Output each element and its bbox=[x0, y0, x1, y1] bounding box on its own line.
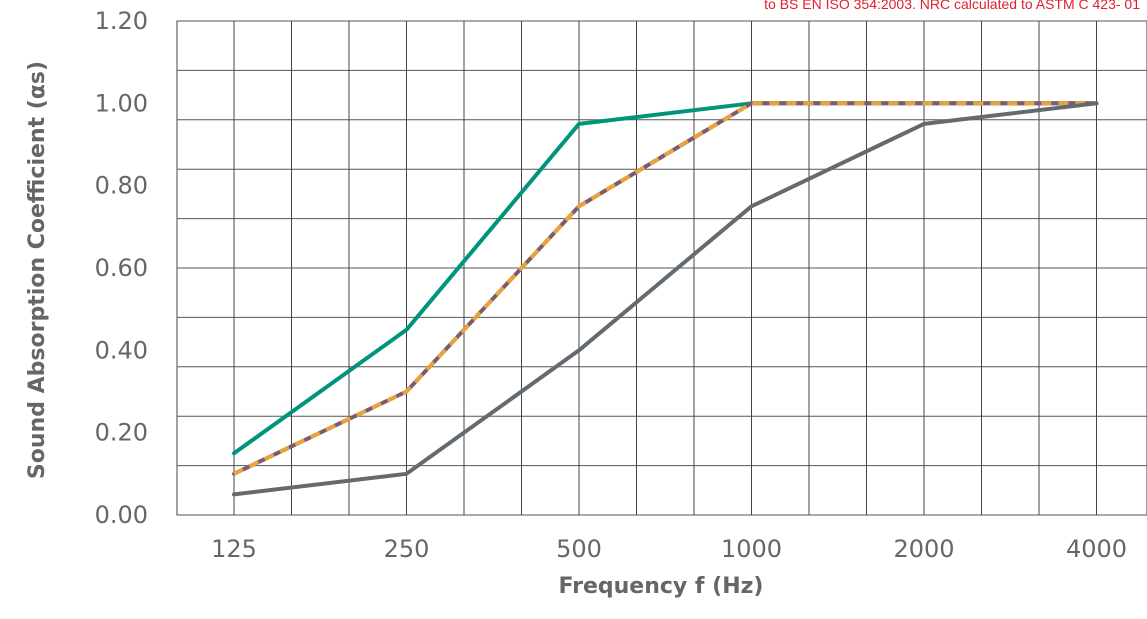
x-tick-label: 125 bbox=[211, 535, 257, 563]
x-tick-label: 1000 bbox=[721, 535, 782, 563]
x-tick-label: 500 bbox=[556, 535, 602, 563]
series-line-4 bbox=[232, 101, 1099, 497]
x-tick-label: 2000 bbox=[893, 535, 954, 563]
x-axis-title: Frequency f (Hz) bbox=[559, 574, 764, 599]
y-tick-labels: 0.00 0.20 0.40 0.60 0.80 1.00 1.20 bbox=[95, 7, 148, 529]
y-tick-label: 0.60 bbox=[95, 254, 148, 282]
y-tick-label: 0.80 bbox=[95, 172, 148, 200]
y-tick-label: 1.20 bbox=[95, 7, 148, 35]
x-tick-label: 4000 bbox=[1066, 535, 1127, 563]
y-axis-title: Sound Absorption Coefficient (αs) bbox=[25, 61, 50, 479]
series-line-3 bbox=[233, 101, 1097, 476]
series-layer bbox=[232, 101, 1099, 497]
x-tick-labels: 125 250 500 1000 2000 4000 bbox=[211, 535, 1127, 563]
x-tick-label: 250 bbox=[384, 535, 430, 563]
y-tick-label: 1.00 bbox=[95, 89, 148, 117]
series-line-2 bbox=[232, 101, 1099, 476]
y-tick-label: 0.40 bbox=[95, 336, 148, 364]
grid bbox=[176, 20, 1147, 516]
chart-note: to BS EN ISO 354:2003. NRC calculated to… bbox=[764, 0, 1140, 12]
y-tick-label: 0.00 bbox=[95, 501, 148, 529]
y-tick-label: 0.20 bbox=[95, 419, 148, 447]
